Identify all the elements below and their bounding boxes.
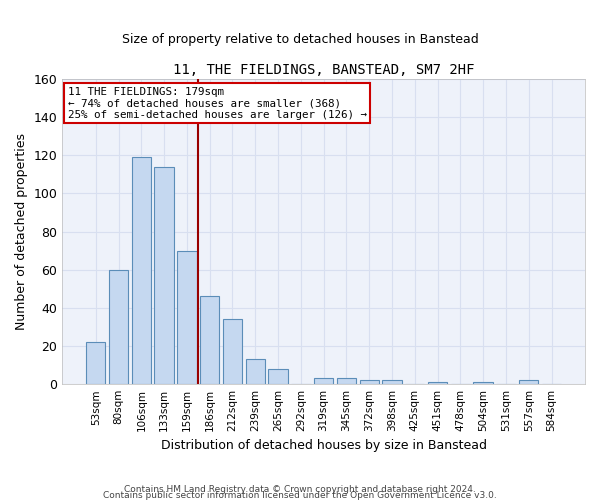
Bar — [245, 360, 265, 384]
Bar — [337, 378, 356, 384]
Text: Contains public sector information licensed under the Open Government Licence v3: Contains public sector information licen… — [103, 490, 497, 500]
Bar — [314, 378, 334, 384]
Bar — [131, 157, 151, 384]
Text: Contains HM Land Registry data © Crown copyright and database right 2024.: Contains HM Land Registry data © Crown c… — [124, 484, 476, 494]
Bar — [86, 342, 106, 384]
Title: 11, THE FIELDINGS, BANSTEAD, SM7 2HF: 11, THE FIELDINGS, BANSTEAD, SM7 2HF — [173, 62, 475, 76]
X-axis label: Distribution of detached houses by size in Banstead: Distribution of detached houses by size … — [161, 440, 487, 452]
Text: 11 THE FIELDINGS: 179sqm
← 74% of detached houses are smaller (368)
25% of semi-: 11 THE FIELDINGS: 179sqm ← 74% of detach… — [68, 86, 367, 120]
Bar — [382, 380, 402, 384]
Text: Size of property relative to detached houses in Banstead: Size of property relative to detached ho… — [122, 32, 478, 46]
Bar — [473, 382, 493, 384]
Bar — [268, 369, 288, 384]
Bar — [359, 380, 379, 384]
Bar — [154, 167, 174, 384]
Bar — [200, 296, 220, 384]
Bar — [223, 320, 242, 384]
Bar — [428, 382, 447, 384]
Bar — [109, 270, 128, 384]
Bar — [177, 250, 197, 384]
Y-axis label: Number of detached properties: Number of detached properties — [15, 133, 28, 330]
Bar — [519, 380, 538, 384]
